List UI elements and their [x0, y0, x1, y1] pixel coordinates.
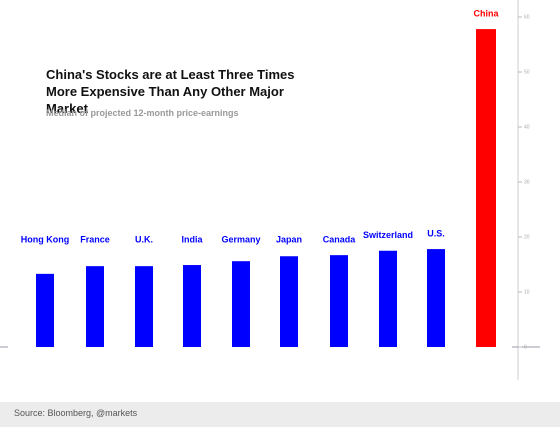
chart-title: China's Stocks are at Least Three Times …	[46, 67, 295, 116]
bar	[36, 273, 54, 347]
y-tick-label: 60	[524, 14, 530, 20]
category-label: Japan	[276, 234, 302, 244]
bar	[379, 250, 397, 347]
category-label: Germany	[221, 234, 260, 244]
y-tick-label: 20	[524, 234, 530, 240]
bar	[330, 255, 348, 347]
y-tick-label: 0	[524, 344, 527, 350]
bar	[86, 266, 104, 347]
bar	[183, 265, 201, 347]
y-tick-label: 10	[524, 289, 530, 295]
y-tick-label: 30	[524, 179, 530, 185]
category-label: Switzerland	[363, 230, 413, 240]
category-label: U.K.	[135, 234, 153, 244]
category-label: France	[80, 234, 110, 244]
bar	[280, 256, 298, 347]
footer: Source: Bloomberg, @markets	[0, 402, 560, 427]
bar	[232, 261, 250, 347]
source-note: Source: Bloomberg, @markets	[14, 408, 138, 418]
category-label: China	[473, 8, 499, 18]
category-label: U.S.	[427, 228, 445, 238]
category-label: Canada	[323, 234, 357, 244]
category-label: India	[181, 234, 203, 244]
y-tick-label: 50	[524, 69, 530, 75]
chart: 0 10 20 30 40 50 60 Hong Kong France U.K. India Ger…	[0, 0, 540, 380]
category-label: Hong Kong	[21, 234, 70, 244]
chart-subtitle: Median of projected 12-month price-earni…	[46, 108, 239, 118]
bar	[427, 249, 445, 347]
bar	[135, 266, 153, 347]
bar	[476, 29, 496, 347]
y-tick-label: 40	[524, 124, 530, 130]
